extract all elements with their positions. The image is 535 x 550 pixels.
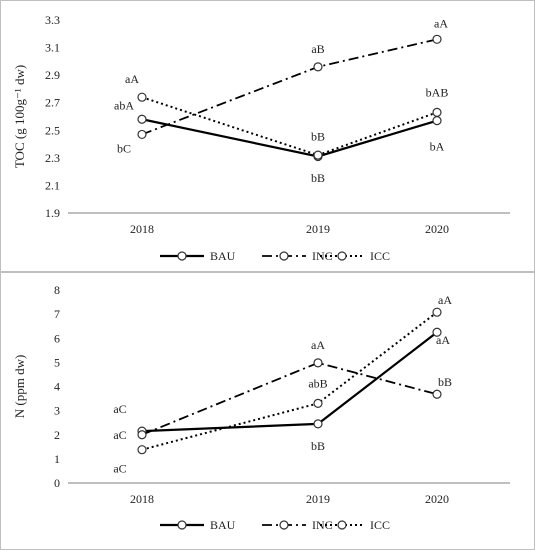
- data-point-inc: [432, 389, 442, 399]
- series-line-inc: [141, 38, 438, 136]
- data-point-icc: [313, 150, 323, 160]
- data-label: aB: [311, 42, 324, 56]
- y-tick-label: 2.3: [45, 151, 60, 165]
- y-tick-label: 7: [54, 307, 60, 321]
- legend-label-icc: ICC: [370, 518, 390, 532]
- data-point-bau: [432, 327, 442, 337]
- x-tick-label: 2018: [130, 222, 154, 236]
- legend-marker-inc: [279, 520, 289, 530]
- y-tick-label: 2.9: [45, 68, 60, 82]
- data-label: aA: [434, 16, 448, 30]
- y-tick-label: 0: [54, 476, 60, 490]
- y-tick-label: 1.9: [45, 206, 60, 220]
- legend-marker-bau: [177, 251, 187, 261]
- y-axis-label: TOC (g 100g⁻¹ dw): [12, 65, 27, 168]
- y-tick-label: 2.1: [45, 178, 60, 192]
- x-tick-label: 2019: [306, 492, 330, 506]
- data-point-inc: [313, 62, 323, 72]
- data-point-inc: [137, 430, 147, 440]
- y-tick-label: 8: [54, 283, 60, 297]
- data-point-inc: [432, 34, 442, 44]
- data-label: aA: [311, 338, 325, 352]
- legend: BAU INC ICC: [160, 518, 390, 532]
- data-label: aA: [436, 333, 450, 347]
- data-point-icc: [432, 307, 442, 317]
- data-label: abB: [308, 376, 327, 390]
- series-line-icc: [141, 96, 438, 157]
- x-tick-label: 2018: [130, 492, 154, 506]
- data-label: aC: [113, 428, 126, 442]
- data-point-icc: [432, 107, 442, 117]
- legend-label-icc: ICC: [370, 249, 390, 263]
- data-label: bAB: [426, 85, 449, 99]
- data-point-bau: [432, 116, 442, 126]
- data-point-bau: [137, 114, 147, 124]
- y-tick-label: 2.7: [45, 96, 60, 110]
- data-label: aC: [113, 402, 126, 416]
- series-line-bau: [141, 118, 438, 158]
- data-label: aC: [113, 462, 126, 476]
- y-tick-label: 5: [54, 355, 60, 369]
- y-tick-label: 1: [54, 452, 60, 466]
- data-point-inc: [313, 358, 323, 368]
- data-label: abA: [114, 98, 134, 112]
- data-label: bB: [311, 439, 325, 453]
- legend-label-inc: INC: [312, 249, 333, 263]
- data-label: aA: [438, 293, 452, 307]
- y-tick-label: 3.1: [45, 41, 60, 55]
- y-tick-label: 2: [54, 428, 60, 442]
- y-axis-label: N (ppm dw): [12, 355, 27, 419]
- legend-marker-icc: [337, 251, 347, 261]
- chart-panel: 0 1 2 3 4 5 6 7 8 2018 2019 2020 N (ppm dw) aC bB aA aC a…: [12, 283, 510, 532]
- legend: BAU INC ICC: [160, 249, 390, 263]
- panel-frame-toc: [0, 0, 535, 272]
- data-point-bau: [313, 419, 323, 429]
- legend-marker-bau: [177, 520, 187, 530]
- data-point-icc: [137, 445, 147, 455]
- data-label: bB: [311, 171, 325, 185]
- x-tick-label: 2019: [306, 222, 330, 236]
- data-point-inc: [137, 129, 147, 140]
- data-label: bA: [430, 140, 445, 154]
- data-label: bB: [438, 375, 452, 389]
- data-label: bB: [311, 129, 325, 143]
- y-tick-label: 2.5: [45, 123, 60, 137]
- y-tick-label: 3.3: [45, 13, 60, 27]
- x-tick-label: 2020: [425, 222, 449, 236]
- series-line-inc: [141, 361, 438, 436]
- legend-label-inc: INC: [312, 518, 333, 532]
- data-point-icc: [313, 398, 323, 408]
- legend-label-bau: BAU: [210, 518, 236, 532]
- data-point-icc: [137, 92, 147, 102]
- y-tick-label: 4: [54, 380, 60, 394]
- chart-panel: 1.9 2.1 2.3 2.5 2.7 2.9 3.1 3.3 2018 2019 2020 TOC …: [12, 13, 510, 263]
- data-label: aA: [125, 72, 139, 86]
- panel-frame-n: [0, 272, 535, 550]
- y-tick-label: 6: [54, 331, 60, 345]
- y-tick-label: 3: [54, 404, 60, 418]
- x-tick-label: 2020: [425, 492, 449, 506]
- legend-marker-icc: [337, 520, 347, 530]
- legend-label-bau: BAU: [210, 249, 236, 263]
- legend-marker-inc: [279, 251, 289, 261]
- data-label: bC: [117, 141, 131, 155]
